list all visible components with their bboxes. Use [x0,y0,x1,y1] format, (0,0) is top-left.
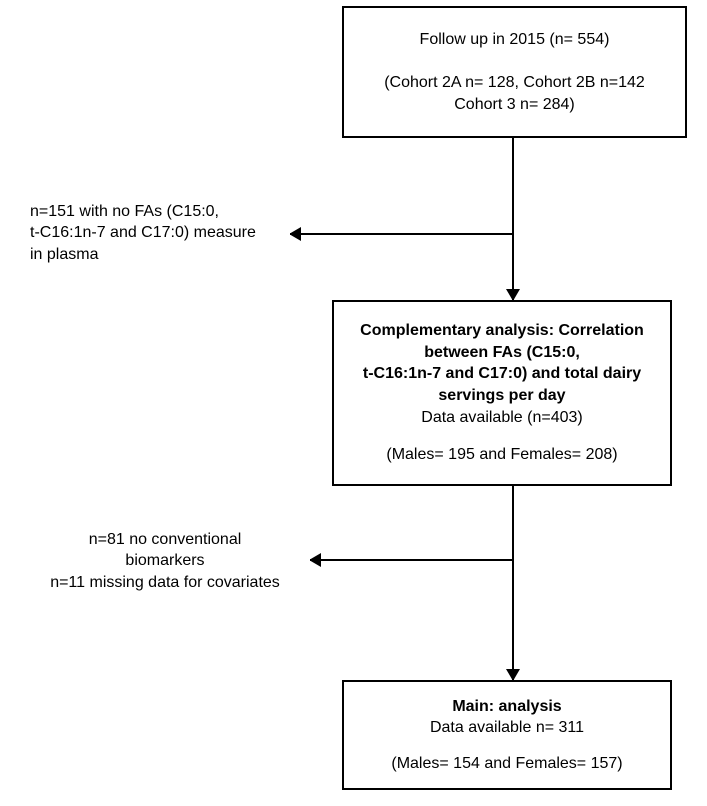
bottom-line1: Data available n= 311 [430,717,584,739]
flowchart-canvas: Follow up in 2015 (n= 554) (Cohort 2A n=… [0,0,707,806]
excl2-line2: biomarkers [125,550,204,572]
mid-sub1: Data available (n=403) [421,407,582,429]
excl2-line1: n=81 no conventional [89,529,242,551]
node-exclusion-no-fas: n=151 with no FAs (C15:0, t-C16:1n-7 and… [20,190,290,276]
node-main-analysis: Main: analysis Data available n= 311 (Ma… [342,680,672,790]
mid-title4: servings per day [438,385,565,407]
mid-title1: Complementary analysis: Correlation [360,320,644,342]
mid-title3: t-C16:1n-7 and C17:0) and total dairy [363,363,641,385]
excl1-line1: n=151 with no FAs (C15:0, [30,201,219,223]
node-complementary-analysis: Complementary analysis: Correlation betw… [332,300,672,486]
bottom-title: Main: analysis [452,696,561,718]
excl2-line3: n=11 missing data for covariates [50,572,280,594]
node-exclusion-biomarkers: n=81 no conventional biomarkers n=11 mis… [20,518,310,604]
mid-title2: between FAs (C15:0, [424,342,580,364]
followup-line3: Cohort 3 n= 284) [454,94,575,116]
bottom-line2: (Males= 154 and Females= 157) [391,753,622,775]
node-followup: Follow up in 2015 (n= 554) (Cohort 2A n=… [342,6,687,138]
followup-line2: (Cohort 2A n= 128, Cohort 2B n=142 [384,72,645,94]
followup-line1: Follow up in 2015 (n= 554) [420,29,610,51]
excl1-line2: t-C16:1n-7 and C17:0) measure [30,222,256,244]
mid-sub2: (Males= 195 and Females= 208) [386,444,617,466]
excl1-line3: in plasma [30,244,98,266]
